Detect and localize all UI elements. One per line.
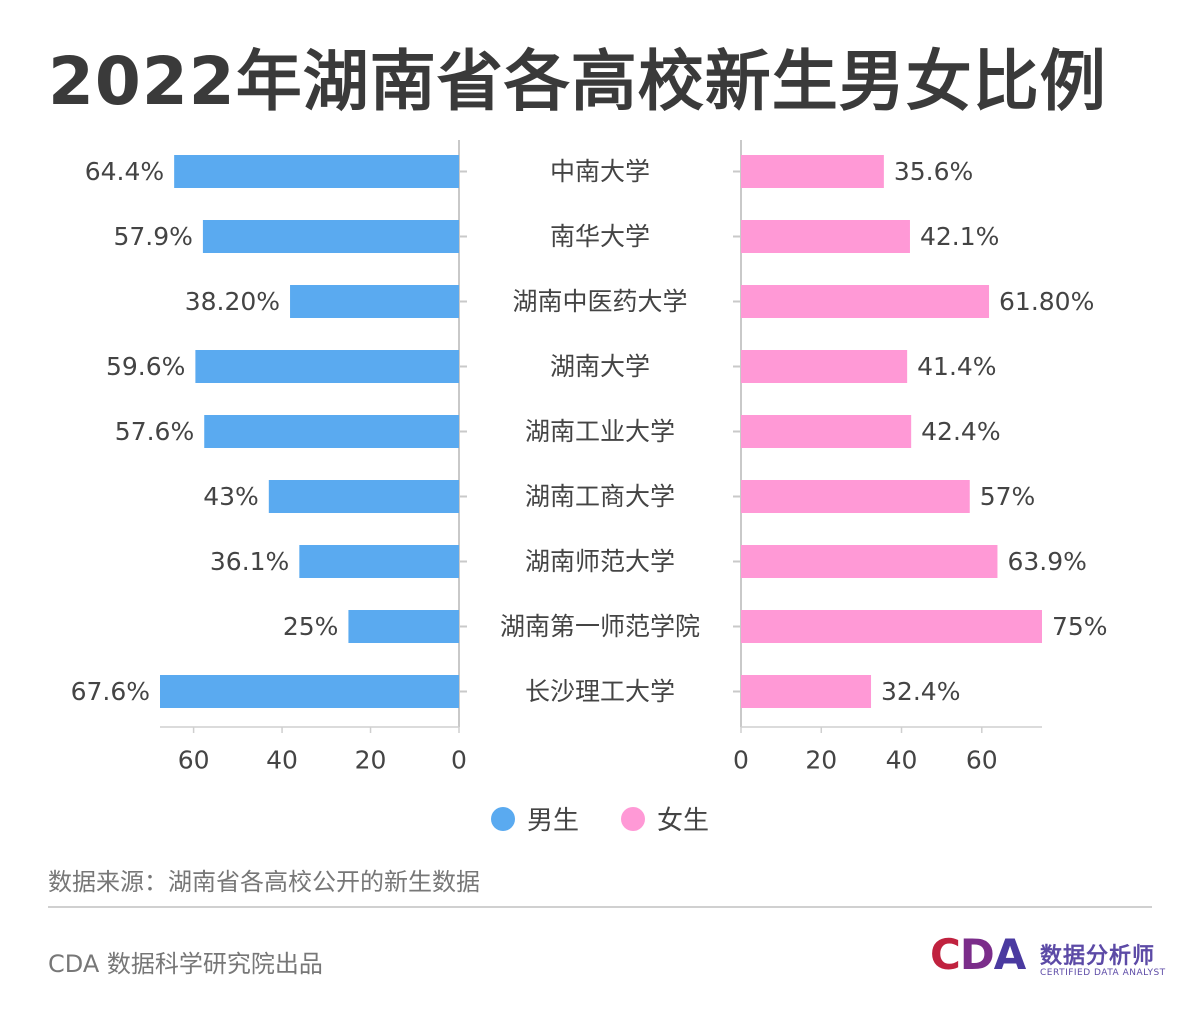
male-bar	[202, 220, 459, 253]
female-value-label: 42.1%	[920, 222, 999, 251]
category-label: 湖南中医药大学	[512, 287, 687, 316]
category-label: 湖南工商大学	[525, 482, 675, 511]
legend-label-female: 女生	[657, 806, 710, 836]
male-value-label: 36.1%	[210, 547, 289, 576]
male-bar	[290, 285, 459, 318]
female-x-tick-label: 40	[886, 746, 918, 775]
male-value-label: 67.6%	[71, 677, 150, 706]
female-bar	[741, 220, 910, 253]
page-title: 2022年湖南省各高校新生男女比例	[48, 43, 1107, 120]
source-note: 数据来源：湖南省各高校公开的新生数据	[48, 868, 480, 896]
logo-letter-c: C	[930, 930, 961, 979]
female-bar	[741, 285, 990, 318]
female-value-label: 32.4%	[881, 677, 960, 706]
footer-divider	[48, 906, 1152, 908]
logo-letter-d: D	[959, 930, 995, 979]
legend-label-male: 男生	[526, 806, 579, 836]
male-bar	[195, 350, 459, 383]
credit-text: CDA 数据科学研究院出品	[48, 950, 323, 978]
female-x-tick-label: 20	[805, 746, 837, 775]
female-bar	[741, 675, 872, 708]
legend: 男生 女生	[0, 800, 1200, 837]
logo-letter-a: A	[993, 930, 1027, 979]
male-x-tick-label: 40	[266, 746, 298, 775]
butterfly-chart: 中南大学 64.4% 35.6% 南华大学 57.9% 42.1% 湖南中医药大学 38.20…	[71, 140, 1108, 775]
legend-swatch-male	[490, 806, 515, 831]
female-value-label: 41.4%	[917, 352, 996, 381]
male-bar	[204, 415, 459, 448]
female-value-label: 63.9%	[1007, 547, 1086, 576]
category-label: 南华大学	[550, 222, 650, 251]
male-x-tick-label: 20	[355, 746, 387, 775]
male-bar	[268, 480, 459, 513]
legend-swatch-female	[621, 806, 645, 831]
logo-chinese-text: 数据分析师	[1040, 944, 1156, 969]
category-label: 长沙理工大学	[525, 677, 675, 706]
category-label: 湖南第一师范学院	[500, 612, 700, 641]
male-value-label: 57.6%	[115, 417, 194, 446]
male-value-label: 57.9%	[113, 222, 192, 251]
male-value-label: 25%	[283, 612, 339, 641]
female-bar	[741, 155, 884, 188]
female-bar	[741, 610, 1042, 643]
male-value-label: 64.4%	[85, 157, 164, 186]
female-x-tick-label: 60	[966, 746, 998, 775]
female-bar	[741, 415, 912, 448]
male-value-label: 59.6%	[106, 352, 185, 381]
male-bar	[160, 675, 459, 708]
male-x-tick-label: 0	[451, 746, 467, 775]
female-value-label: 75%	[1052, 612, 1108, 641]
female-bar	[741, 545, 998, 578]
category-label: 湖南师范大学	[525, 547, 675, 576]
female-value-label: 61.80%	[999, 287, 1094, 316]
male-value-label: 38.20%	[185, 287, 280, 316]
female-value-label: 42.4%	[921, 417, 1000, 446]
female-value-label: 57%	[980, 482, 1036, 511]
category-label: 中南大学	[550, 157, 650, 186]
male-bar	[299, 545, 459, 578]
category-label: 湖南大学	[550, 352, 650, 381]
female-x-tick-label: 0	[733, 746, 749, 775]
male-x-tick-label: 60	[178, 746, 210, 775]
male-bar	[174, 155, 459, 188]
logo-letters: CDA	[930, 930, 1027, 979]
male-bar	[348, 610, 459, 643]
category-label: 湖南工业大学	[525, 417, 675, 446]
male-value-label: 43%	[203, 482, 259, 511]
female-value-label: 35.6%	[894, 157, 973, 186]
female-bar	[741, 480, 970, 513]
logo-english-text: CERTIFIED DATA ANALYST	[1040, 968, 1166, 978]
legend-item-male: 男生	[490, 800, 579, 837]
legend-item-female: 女生	[621, 800, 709, 837]
female-bar	[741, 350, 908, 383]
cda-logo: CDA 数据分析师 CERTIFIED DATA ANALYST	[930, 930, 1170, 986]
